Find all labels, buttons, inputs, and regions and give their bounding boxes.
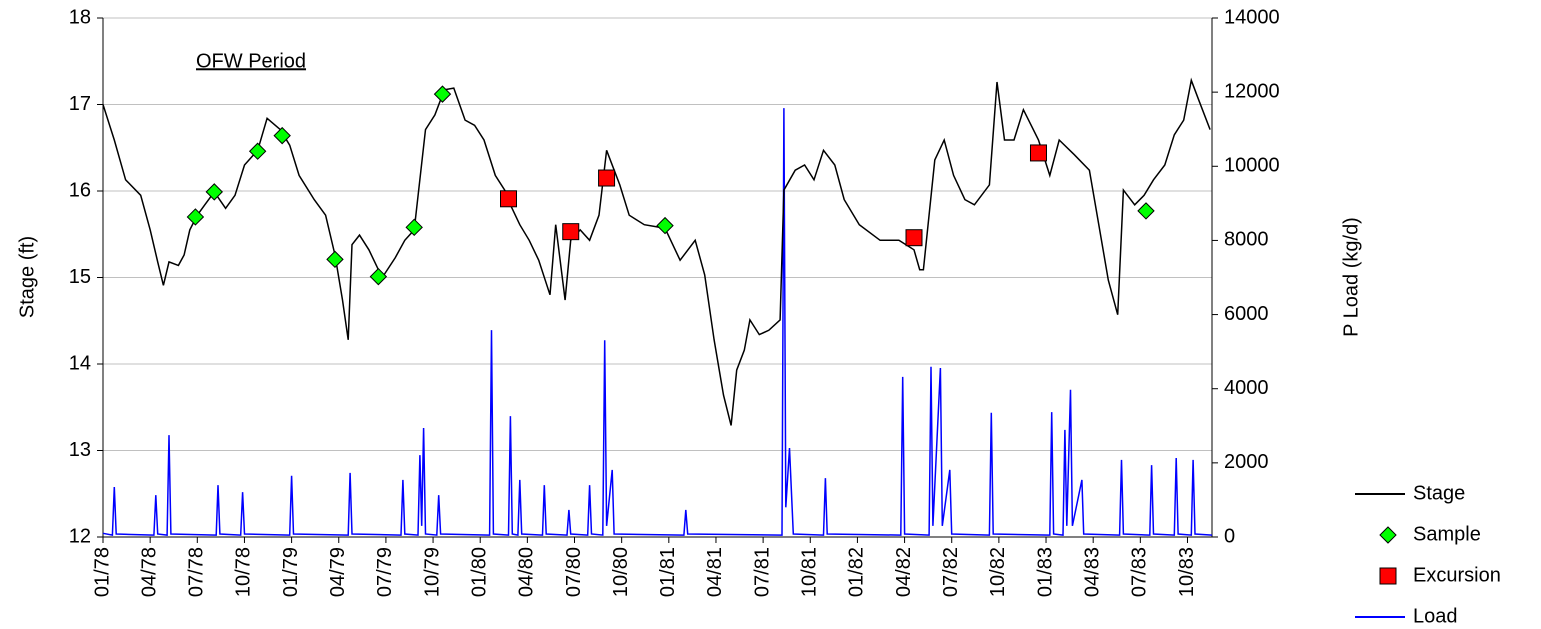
x-tick-label: 07/78: [186, 547, 208, 597]
x-tick-label: 07/79: [374, 547, 396, 597]
y-tick-label: 18: [69, 6, 91, 28]
sample-marker: [405, 218, 423, 237]
sample-marker: [205, 183, 223, 201]
series-line: [102, 108, 1213, 537]
x-tick-label: 04/79: [327, 547, 349, 597]
legend-label: Load: [1413, 605, 1458, 627]
sample-marker: [656, 216, 674, 235]
x-tick-label: 10/79: [421, 547, 443, 597]
x-tick-label: 01/80: [468, 547, 490, 597]
y-tick-label: 12: [69, 525, 91, 547]
x-tick-label: 01/83: [1034, 547, 1056, 597]
excursion-marker: [598, 169, 616, 187]
excursion-marker: [500, 190, 518, 208]
y-tick-label: 15: [69, 266, 91, 288]
sample-marker: [186, 208, 205, 226]
y2-tick-label: 10000: [1224, 155, 1280, 177]
x-tick-label: 07/83: [1129, 547, 1151, 597]
sample-marker: [1137, 202, 1155, 220]
sample-marker: [433, 85, 452, 103]
y2-axis-title: P Load (kg/d): [1340, 217, 1362, 337]
x-tick-label: 01/79: [280, 547, 302, 597]
legend-swatch: [1379, 526, 1397, 544]
y2-tick-label: 0: [1224, 525, 1235, 547]
series-line: [102, 77, 1211, 426]
x-tick-label: 10/78: [233, 547, 255, 597]
y-tick-label: 14: [69, 352, 91, 374]
excursion-marker: [1029, 144, 1047, 162]
y2-tick-label: 4000: [1224, 377, 1269, 399]
excursion-marker: [562, 223, 580, 241]
x-tick-label: 01/81: [657, 547, 679, 597]
x-tick-label: 07/81: [751, 547, 773, 597]
x-tick-label: 01/78: [91, 547, 113, 597]
legend-label: Excursion: [1413, 564, 1501, 586]
x-tick-label: 10/81: [799, 547, 821, 597]
y2-tick-label: 2000: [1224, 451, 1269, 473]
x-tick-label: 07/82: [940, 547, 962, 597]
y-tick-label: 13: [69, 439, 91, 461]
y2-tick-label: 6000: [1224, 303, 1269, 325]
y2-tick-label: 8000: [1224, 229, 1269, 251]
legend-label: Sample: [1413, 523, 1481, 545]
y-tick-label: 16: [69, 179, 91, 201]
x-tick-label: 04/82: [893, 547, 915, 597]
legend-label: Stage: [1413, 482, 1465, 504]
sample-marker: [273, 126, 291, 145]
x-tick-label: 10/83: [1176, 547, 1198, 597]
x-tick-label: 04/78: [138, 547, 160, 597]
y2-tick-label: 14000: [1224, 6, 1280, 28]
excursion-marker: [905, 229, 923, 247]
x-tick-label: 04/80: [516, 547, 538, 597]
x-tick-label: 01/82: [846, 547, 868, 597]
legend-swatch: [1379, 567, 1397, 585]
annotation: OFW Period: [196, 50, 306, 72]
y-axis-title: Stage (ft): [16, 236, 38, 318]
x-tick-label: 07/80: [563, 547, 585, 597]
x-tick-label: 10/80: [610, 547, 632, 597]
x-tick-label: 04/81: [704, 547, 726, 597]
x-tick-label: 04/83: [1081, 547, 1103, 597]
y-tick-label: 17: [69, 93, 91, 115]
sample-marker: [369, 267, 388, 286]
x-tick-label: 10/82: [987, 547, 1009, 597]
sample-marker: [248, 142, 267, 160]
y2-tick-label: 12000: [1224, 80, 1280, 102]
sample-marker: [326, 250, 344, 269]
